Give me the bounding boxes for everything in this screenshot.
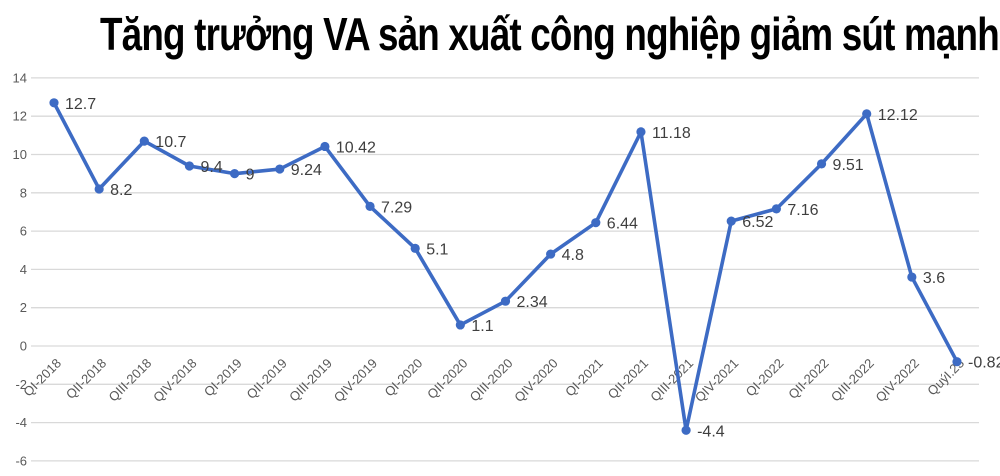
data-point-marker <box>591 218 601 228</box>
data-point-label: 9 <box>246 167 255 184</box>
y-axis-tick-label: 0 <box>20 339 27 354</box>
data-point-label: 10.7 <box>155 134 186 151</box>
data-point-label: 5.1 <box>426 241 448 258</box>
data-point-label: 9.51 <box>833 157 864 174</box>
data-point-marker <box>320 141 330 152</box>
data-point-marker <box>500 296 511 306</box>
data-point-label: -4.4 <box>697 423 725 440</box>
x-axis-category-label: QIV-2019 <box>331 356 380 405</box>
data-point-label: 1.1 <box>471 318 493 335</box>
x-axis-category-label: QI-2019 <box>201 356 245 400</box>
data-point-label: 9.4 <box>200 159 222 176</box>
data-point-label: 12.12 <box>878 107 918 124</box>
y-axis-tick-label: 10 <box>13 147 27 162</box>
x-axis-category-label: QII-2018 <box>63 356 109 402</box>
data-point-marker <box>455 320 465 330</box>
data-point-marker <box>862 109 872 119</box>
x-axis-category-label: QIII-2018 <box>105 356 154 405</box>
x-axis-category-label: QI-2022 <box>743 356 787 400</box>
data-point-label: 11.18 <box>652 125 691 142</box>
data-point-marker <box>771 204 782 214</box>
x-axis-category-label: QIII-2021 <box>647 356 696 405</box>
series-line <box>52 100 959 433</box>
data-point-marker <box>49 98 59 108</box>
data-point-marker <box>365 201 375 211</box>
data-point-label: 4.8 <box>562 247 584 264</box>
y-axis-tick-label: 4 <box>20 262 27 277</box>
y-axis-tick-label: -4 <box>15 415 27 430</box>
data-point-marker <box>410 243 420 253</box>
data-point-marker <box>230 169 240 179</box>
data-point-marker <box>952 357 962 367</box>
x-axis-category-label: QII-2022 <box>785 356 831 402</box>
data-point-label: 2.34 <box>517 294 548 311</box>
y-axis-tick-label: 12 <box>13 109 27 124</box>
data-point-label: 12.7 <box>65 96 96 113</box>
y-axis-tick-label: -2 <box>15 377 27 392</box>
x-axis-category-label: QIV-2020 <box>511 356 560 405</box>
y-axis-tick-label: 8 <box>20 185 27 200</box>
data-point-label: 10.42 <box>336 139 376 156</box>
data-point-label: 7.29 <box>381 199 412 216</box>
data-point-marker <box>636 127 646 137</box>
x-axis-category-label: QI-2021 <box>562 356 606 400</box>
data-point-label: 3.6 <box>923 270 945 287</box>
data-point-label: 7.16 <box>787 202 818 219</box>
x-axis-category-label: QIII-2022 <box>828 356 877 405</box>
data-point-label: 6.52 <box>742 214 773 231</box>
data-point-marker <box>726 216 736 226</box>
data-point-marker <box>94 184 104 194</box>
data-point-label: 6.44 <box>607 216 638 233</box>
data-point-marker <box>907 272 917 282</box>
data-point-marker <box>275 164 285 174</box>
x-axis-category-label: QII-2019 <box>243 356 289 402</box>
x-axis-category-label: QIV-2018 <box>150 356 199 405</box>
y-axis-tick-label: 2 <box>20 300 27 315</box>
x-axis-category-label: QI-2020 <box>381 356 425 400</box>
data-point-marker <box>681 425 691 435</box>
data-point-label: 8.2 <box>110 182 132 199</box>
y-axis-tick-label: 6 <box>20 224 27 239</box>
chart-title: Tăng trưởng VA sản xuất công nghiệp giảm… <box>100 8 1000 60</box>
data-point-marker <box>139 136 149 146</box>
data-point-marker <box>184 161 195 171</box>
data-point-label: -0.82 <box>968 355 1000 372</box>
y-axis-tick-label: 14 <box>13 70 27 85</box>
data-point-marker <box>546 249 556 259</box>
x-axis-category-label: QII-2020 <box>424 356 470 402</box>
y-axis-tick-label: -6 <box>15 453 27 468</box>
x-axis-category-label: QII-2021 <box>605 356 651 402</box>
x-axis-category-label: QIII-2019 <box>286 356 335 405</box>
x-axis-category-label: QIV-2022 <box>873 356 922 405</box>
x-axis-category-label: QIII-2020 <box>467 356 516 405</box>
data-point-label: 9.24 <box>291 162 322 179</box>
data-point-marker <box>816 159 827 169</box>
